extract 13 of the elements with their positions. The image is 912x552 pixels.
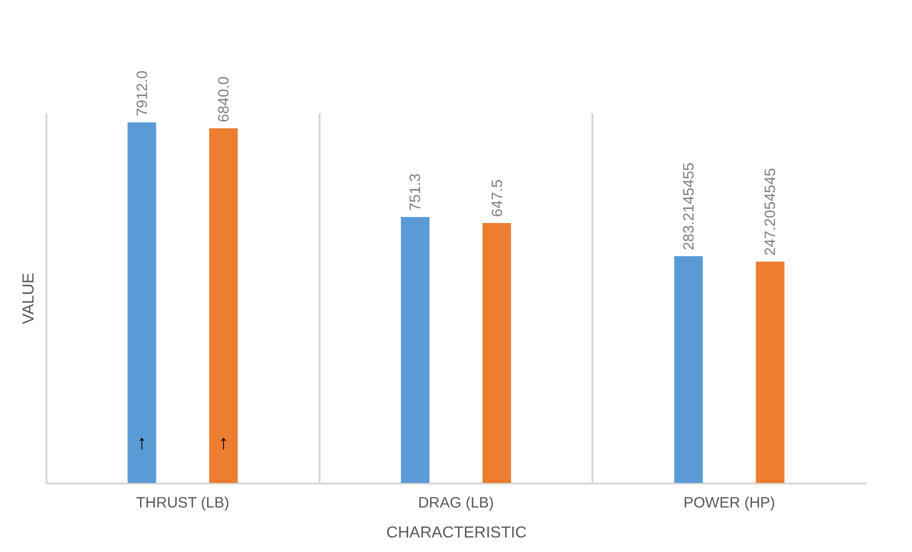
x-tick-label: POWER (HP) (683, 494, 776, 512)
data-label: 6840.0 (215, 76, 232, 122)
y-axis-title: VALUE (20, 272, 38, 324)
x-tick-label: DRAG (LB) (418, 494, 494, 512)
data-label: 283.2145455 (680, 162, 698, 250)
annotation: ↑ (218, 432, 228, 454)
data-label: 647.5 (488, 179, 506, 217)
data-label: 751.3 (407, 173, 424, 211)
x-axis-title: CHARACTERISTIC (386, 524, 527, 542)
x-tick-label: THRUST (LB) (136, 494, 230, 512)
data-label: 247.2054545 (762, 168, 780, 256)
annotation: ↑ (136, 432, 147, 454)
data-label: 7912.0 (134, 70, 151, 116)
